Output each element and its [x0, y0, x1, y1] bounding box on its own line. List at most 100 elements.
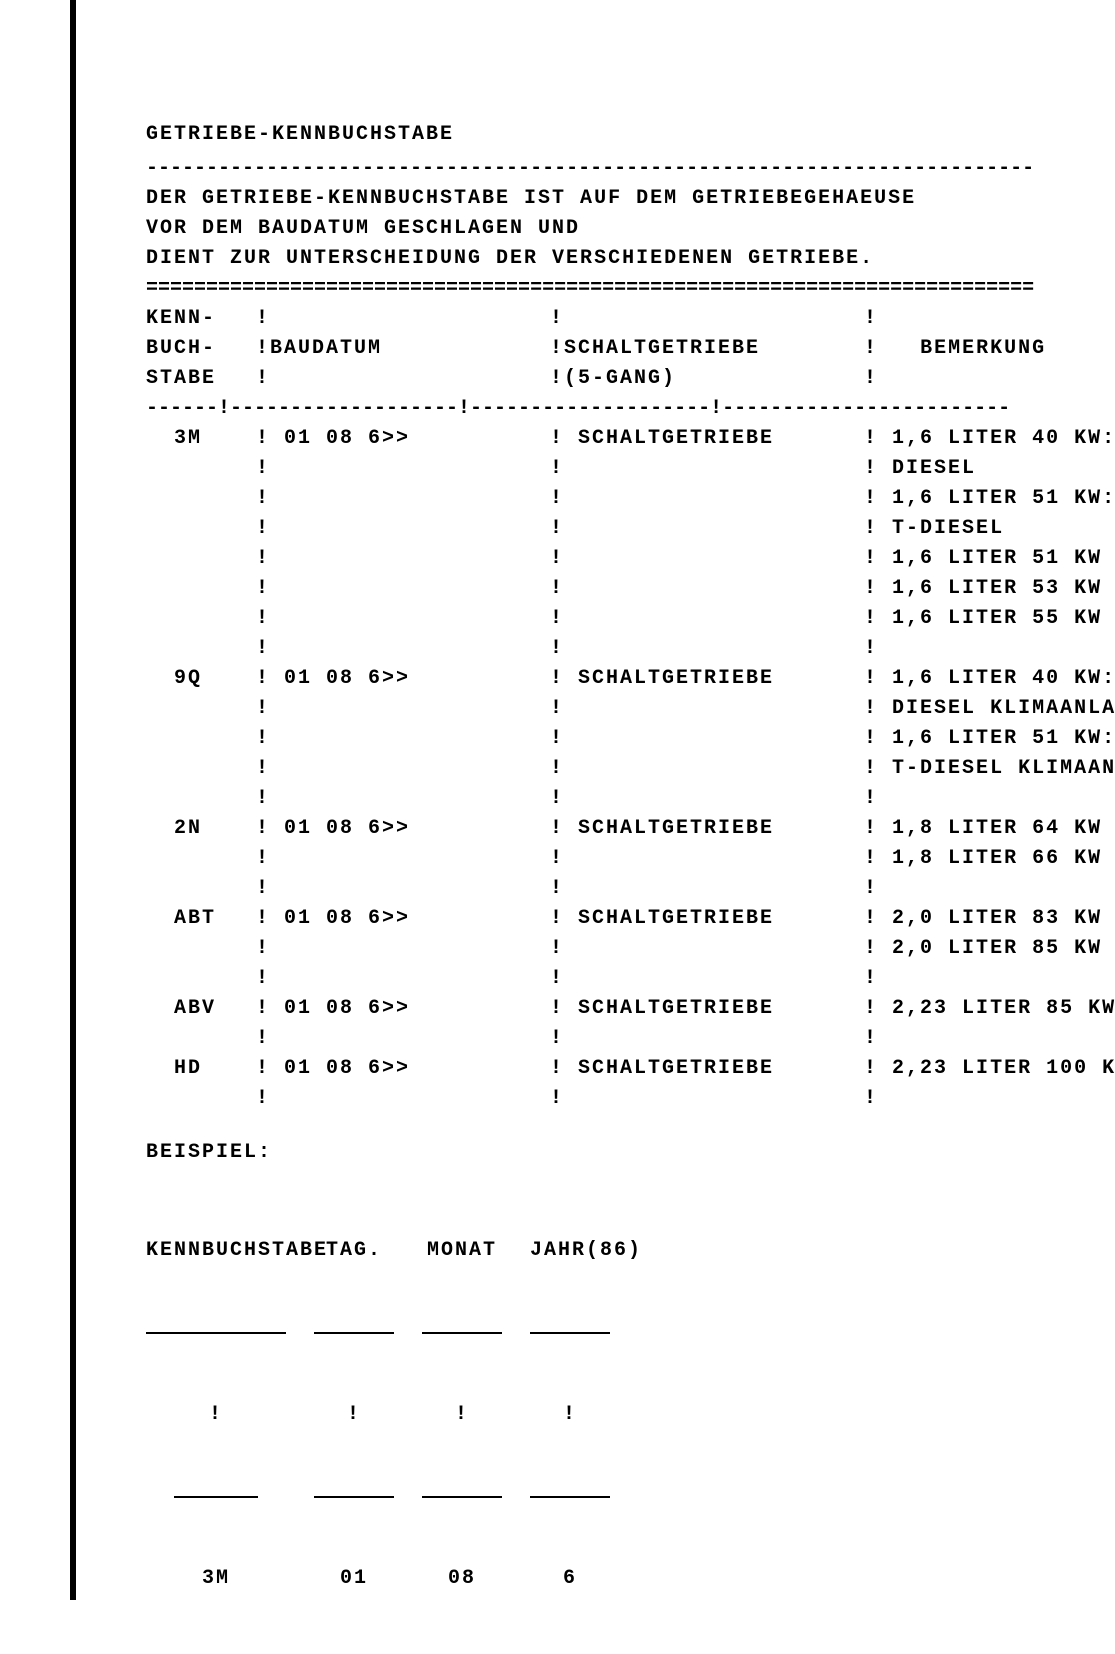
col-sep: !: [256, 1084, 270, 1114]
col-sep: !: [550, 334, 564, 364]
cell-empty: [564, 874, 864, 904]
table-row: 9Q! 01 08 6>>! SCHALTGETRIEBE! 1,6 LITER…: [146, 664, 1045, 694]
beispiel-val: 01: [314, 1564, 394, 1594]
cell-empty: [564, 634, 864, 664]
cell-baudatum: [270, 724, 550, 754]
title: GETRIEBE-KENNBUCHSTABE: [146, 120, 1045, 150]
col-sep: !: [864, 994, 878, 1024]
table-row: 3M! 01 08 6>>! SCHALTGETRIEBE! 1,6 LITER…: [146, 424, 1045, 454]
cell-baudatum: [270, 934, 550, 964]
col-sep: !: [256, 304, 270, 334]
cell-empty: [270, 1084, 550, 1114]
header-kenn: STABE: [146, 364, 256, 394]
beispiel-sep: !: [146, 1400, 286, 1430]
col-sep: !: [256, 964, 270, 994]
cell-bemerkung: T-DIESEL KLIMAANLAGE: [878, 754, 1115, 784]
col-sep: !: [550, 934, 564, 964]
description-line: DER GETRIEBE-KENNBUCHSTABE IST AUF DEM G…: [146, 184, 1045, 214]
col-sep: !: [864, 694, 878, 724]
cell-kennbuchstabe: [146, 574, 256, 604]
cell-bemerkung: 1,6 LITER 53 KW: [878, 574, 1115, 604]
cell-schaltgetriebe: SCHALTGETRIEBE: [564, 994, 864, 1024]
col-sep: !: [256, 334, 270, 364]
col-sep: !: [864, 784, 878, 814]
cell-schaltgetriebe: [564, 544, 864, 574]
col-sep: !: [256, 634, 270, 664]
cell-schaltgetriebe: [564, 934, 864, 964]
col-sep: !: [550, 814, 564, 844]
col-sep: !: [864, 574, 878, 604]
beispiel-sep: !: [422, 1400, 502, 1430]
cell-baudatum: 01 08 6>>: [270, 664, 550, 694]
table-row: !!! DIESEL: [146, 454, 1045, 484]
cell-baudatum: [270, 604, 550, 634]
cell-empty: [878, 1024, 1115, 1054]
col-sep: !: [256, 904, 270, 934]
cell-empty: [878, 874, 1115, 904]
cell-kennbuchstabe: [146, 514, 256, 544]
cell-bemerkung: T-DIESEL: [878, 514, 1115, 544]
header-bau: BAUDATUM: [270, 334, 550, 364]
cell-kennbuchstabe: 9Q: [146, 664, 256, 694]
beispiel-table: KENNBUCHSTABE TAG. MONAT JAHR(86) ! ! ! …: [146, 1176, 1045, 1654]
cell-baudatum: 01 08 6>>: [270, 994, 550, 1024]
col-sep: !: [550, 664, 564, 694]
cell-schaltgetriebe: SCHALTGETRIEBE: [564, 1054, 864, 1084]
col-sep: !: [550, 694, 564, 724]
col-sep: !: [550, 1024, 564, 1054]
cell-schaltgetriebe: [564, 844, 864, 874]
col-sep: !: [256, 754, 270, 784]
table-row: !!! 1,6 LITER 55 KW: [146, 604, 1045, 634]
cell-bemerkung: DIESEL KLIMAANLAGE: [878, 694, 1115, 724]
cell-kennbuchstabe: [146, 484, 256, 514]
cell-bemerkung: 1,6 LITER 51 KW:: [878, 724, 1115, 754]
col-sep: !: [864, 1084, 878, 1114]
col-sep: !: [864, 1054, 878, 1084]
cell-schaltgetriebe: SCHALTGETRIEBE: [564, 664, 864, 694]
col-sep: !: [864, 934, 878, 964]
cell-empty: [878, 964, 1115, 994]
table-row: !!! 2,0 LITER 85 KW: [146, 934, 1045, 964]
table-row: ABT! 01 08 6>>! SCHALTGETRIEBE! 2,0 LITE…: [146, 904, 1045, 934]
cell-bemerkung: DIESEL: [878, 454, 1115, 484]
cell-schaltgetriebe: SCHALTGETRIEBE: [564, 904, 864, 934]
beispiel-val: 6: [530, 1564, 610, 1594]
cell-empty: [270, 784, 550, 814]
col-sep: !: [864, 454, 878, 484]
table-row: !!! 1,6 LITER 51 KW:: [146, 724, 1045, 754]
cell-empty: [270, 874, 550, 904]
table-body: 3M! 01 08 6>>! SCHALTGETRIEBE! 1,6 LITER…: [146, 424, 1045, 1114]
col-sep: !: [864, 1024, 878, 1054]
table-row: !!! T-DIESEL KLIMAANLAGE: [146, 754, 1045, 784]
cell-bemerkung: 2,23 LITER 100 KW: [878, 1054, 1115, 1084]
table-header-row: STABE! ! (5-GANG)!: [146, 364, 1045, 394]
cell-kennbuchstabe: [146, 604, 256, 634]
cell-baudatum: 01 08 6>>: [270, 904, 550, 934]
col-sep: !: [864, 814, 878, 844]
header-bemerk: BEMERKUNG: [878, 334, 1115, 364]
cell-bemerkung: 1,6 LITER 40 KW:: [878, 424, 1115, 454]
table-row: !!! 1,6 LITER 53 KW: [146, 574, 1045, 604]
col-sep: !: [550, 844, 564, 874]
cell-kennbuchstabe: [146, 934, 256, 964]
beispiel-label: BEISPIEL:: [146, 1138, 1045, 1168]
col-sep: !: [550, 544, 564, 574]
cell-empty: [270, 1024, 550, 1054]
cell-empty: [878, 634, 1115, 664]
table-row: !!! DIESEL KLIMAANLAGE: [146, 694, 1045, 724]
cell-schaltgetriebe: [564, 454, 864, 484]
col-sep: !: [550, 484, 564, 514]
beispiel-value-row: 3M 01 08 6: [146, 1564, 1045, 1594]
cell-empty: [146, 964, 256, 994]
cell-empty: [146, 874, 256, 904]
beispiel-header-row: KENNBUCHSTABE TAG. MONAT JAHR(86): [146, 1236, 1045, 1266]
col-sep: !: [256, 364, 270, 394]
col-sep: !: [550, 304, 564, 334]
col-sep: !: [864, 664, 878, 694]
cell-empty: [270, 634, 550, 664]
table-row-gap: !!!: [146, 784, 1045, 814]
col-sep: !: [256, 784, 270, 814]
cell-schaltgetriebe: [564, 514, 864, 544]
col-sep: !: [256, 694, 270, 724]
col-sep: !: [864, 424, 878, 454]
